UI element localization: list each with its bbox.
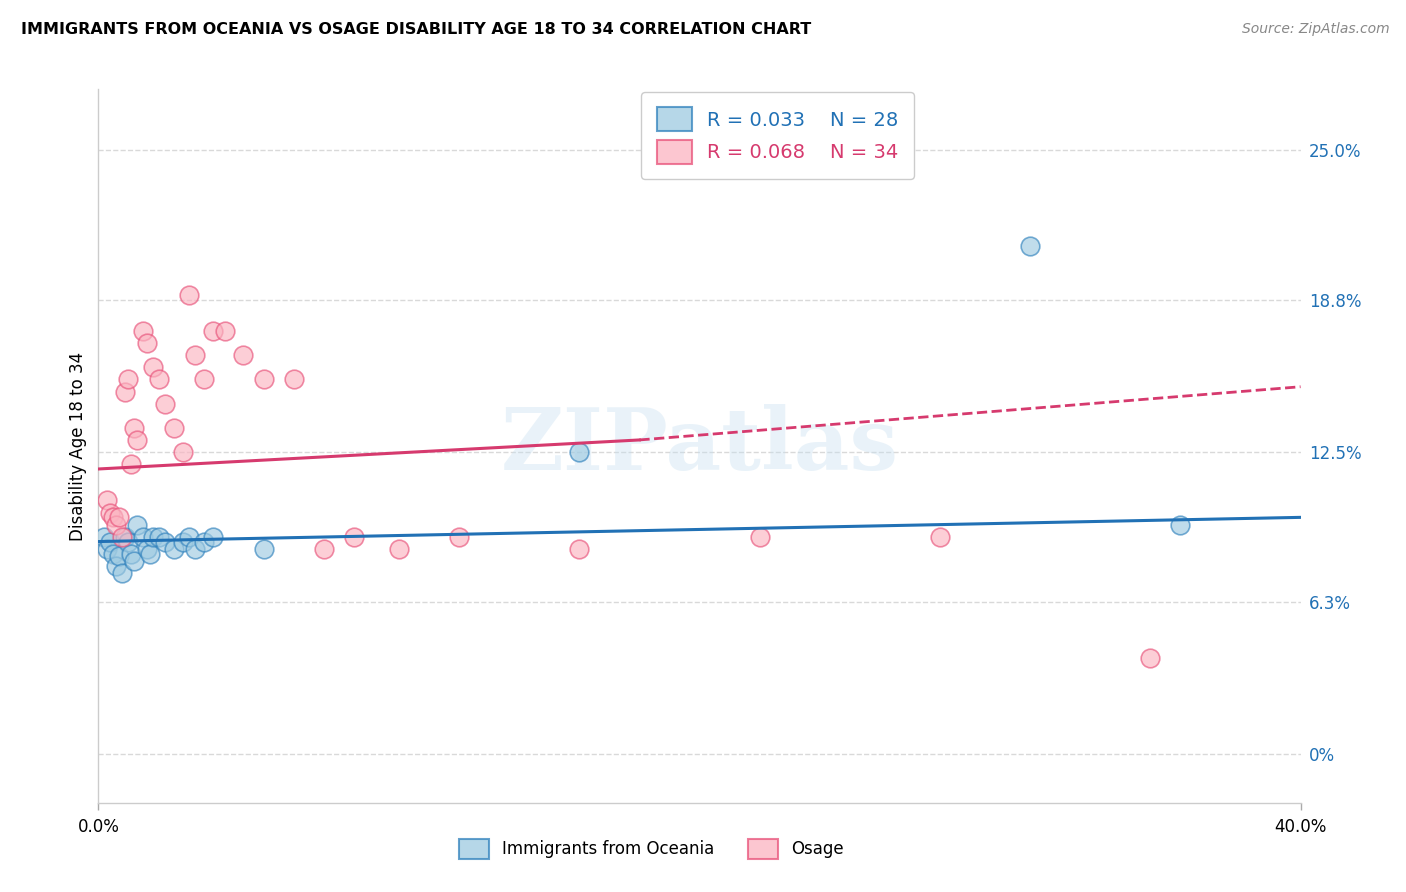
Legend: Immigrants from Oceania, Osage: Immigrants from Oceania, Osage xyxy=(453,832,851,866)
Point xyxy=(153,397,176,411)
Point xyxy=(748,530,770,544)
Point xyxy=(162,541,184,556)
Point xyxy=(172,445,194,459)
Point xyxy=(153,534,176,549)
Point xyxy=(111,530,134,544)
Point xyxy=(117,534,139,549)
Point xyxy=(124,554,146,568)
Point xyxy=(93,530,115,544)
Point xyxy=(100,534,122,549)
Point xyxy=(148,372,170,386)
Point xyxy=(121,547,143,561)
Point xyxy=(138,547,160,561)
Point xyxy=(124,421,146,435)
Point xyxy=(183,541,205,556)
Point xyxy=(132,324,155,338)
Point xyxy=(105,558,128,573)
Point xyxy=(117,372,139,386)
Point xyxy=(127,433,149,447)
Point xyxy=(388,541,411,556)
Point xyxy=(132,530,155,544)
Point xyxy=(111,566,134,580)
Point xyxy=(201,324,224,338)
Point xyxy=(253,372,276,386)
Y-axis label: Disability Age 18 to 34: Disability Age 18 to 34 xyxy=(69,351,87,541)
Point xyxy=(201,530,224,544)
Point xyxy=(283,372,305,386)
Point xyxy=(100,506,122,520)
Point xyxy=(103,510,125,524)
Point xyxy=(232,348,254,362)
Point xyxy=(447,530,470,544)
Point xyxy=(96,493,118,508)
Point xyxy=(108,549,131,563)
Point xyxy=(568,541,591,556)
Point xyxy=(141,360,163,375)
Point xyxy=(121,457,143,471)
Point xyxy=(96,541,118,556)
Point xyxy=(172,534,194,549)
Text: ZIPatlas: ZIPatlas xyxy=(501,404,898,488)
Point xyxy=(1139,650,1161,665)
Point xyxy=(193,372,215,386)
Text: Source: ZipAtlas.com: Source: ZipAtlas.com xyxy=(1241,22,1389,37)
Point xyxy=(177,530,200,544)
Point xyxy=(214,324,236,338)
Point xyxy=(177,288,200,302)
Point xyxy=(114,530,136,544)
Point xyxy=(148,530,170,544)
Point xyxy=(114,384,136,399)
Point xyxy=(141,530,163,544)
Point xyxy=(343,530,366,544)
Point xyxy=(1019,239,1042,253)
Point xyxy=(253,541,276,556)
Point xyxy=(162,421,184,435)
Point xyxy=(1170,517,1192,532)
Point xyxy=(568,445,591,459)
Point xyxy=(103,547,125,561)
Point xyxy=(135,541,157,556)
Point xyxy=(135,336,157,351)
Point xyxy=(193,534,215,549)
Point xyxy=(929,530,952,544)
Point xyxy=(108,510,131,524)
Point xyxy=(312,541,335,556)
Point xyxy=(105,517,128,532)
Point xyxy=(183,348,205,362)
Text: IMMIGRANTS FROM OCEANIA VS OSAGE DISABILITY AGE 18 TO 34 CORRELATION CHART: IMMIGRANTS FROM OCEANIA VS OSAGE DISABIL… xyxy=(21,22,811,37)
Point xyxy=(127,517,149,532)
